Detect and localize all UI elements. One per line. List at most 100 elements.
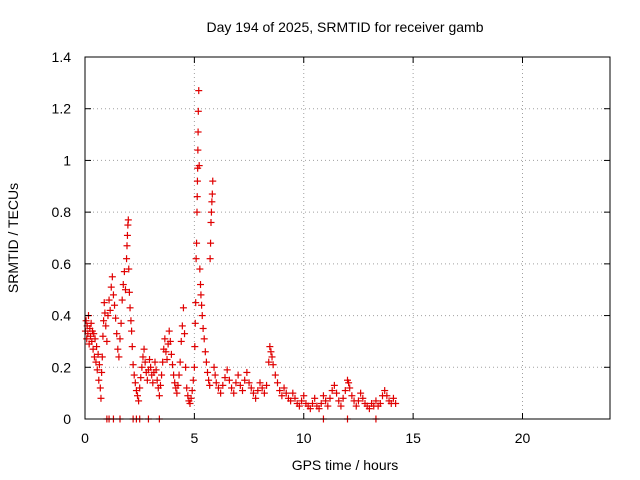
data-point [383,392,391,400]
plot-frame [84,56,611,420]
data-point [254,387,262,395]
data-point [119,281,127,289]
data-point [176,358,184,366]
data-point [223,366,231,374]
data-point [376,399,384,407]
data-point [269,361,277,369]
data-point [175,371,183,379]
x-axis-label: GPS time / hours [292,457,399,473]
data-point [125,288,133,296]
data-point [124,216,132,224]
data-point [337,402,345,410]
data-point [146,356,154,364]
data-point [153,376,161,384]
data-point [194,128,202,136]
data-point [195,87,203,95]
data-point [341,387,349,395]
data-point [188,387,196,395]
data-point [191,319,199,327]
data-point [234,371,242,379]
data-point [228,384,236,392]
chart-title: Day 194 of 2025, SRMTID for receiver gam… [206,19,483,35]
x-tick-label: 20 [515,430,531,446]
y-tick-label: 0.4 [52,308,72,324]
data-point [91,335,99,343]
data-point [187,394,195,402]
data-point [274,379,281,387]
data-point [161,335,169,343]
y-axis: 0 0.2 0.4 0.6 0.8 1 1.2 1.4 [52,49,610,427]
data-point [90,330,98,338]
data-point [166,337,174,345]
data-point [357,389,365,397]
x-tick-label: 0 [81,430,89,446]
data-point [193,208,201,216]
data-point [298,397,306,405]
data-point [182,363,190,371]
data-point [152,366,160,374]
data-point [98,353,106,361]
data-point [212,379,220,387]
data-point [99,332,107,340]
y-tick-label: 0.8 [52,204,72,220]
data-point [139,353,147,361]
data-point [113,330,121,338]
data-point [195,162,203,170]
x-axis: 0 5 10 15 20 [81,57,530,446]
data-point [207,239,215,247]
data-point [138,363,146,371]
data-point [112,314,120,322]
data-point [354,397,362,405]
data-point [236,381,244,389]
data-point [177,337,185,345]
data-point [206,255,214,263]
data-point [169,361,176,369]
data-point [208,190,216,198]
data-point [105,296,113,304]
data-point [128,327,136,335]
data-point [109,291,117,299]
grid [85,57,610,419]
data-point [317,399,325,407]
data-point [191,343,199,351]
data-point [309,399,316,407]
data-point [260,389,268,397]
data-point [306,405,314,413]
data-point [156,381,164,389]
data-point [117,319,125,327]
data-point [181,330,189,338]
data-point [163,356,171,364]
data-point [83,335,91,343]
data-point [389,394,397,402]
data-point [206,381,214,389]
data-point [193,239,201,247]
data-point [129,361,137,369]
data-point [159,358,167,366]
data-point [143,376,151,384]
data-point [82,317,90,325]
data-point [197,281,204,289]
data-point [136,384,144,392]
data-point [96,384,104,392]
data-point [134,392,141,400]
data-point [300,392,308,400]
y-axis-label: SRMTID / TECUs [5,183,21,293]
data-point [130,371,138,379]
data-point [319,392,327,400]
data-point [287,397,295,405]
data-point [95,361,103,369]
data-point [372,397,380,405]
data-point [98,368,106,376]
data-point [189,376,197,384]
data-point [107,283,115,291]
data-point [103,337,111,345]
data-point [137,374,145,382]
data-point [348,392,356,400]
data-point [258,384,266,392]
data-point [178,322,186,330]
data-point [186,399,194,407]
data-point [295,402,303,410]
data-point [151,358,159,366]
data-points [81,87,400,423]
data-point [266,343,274,351]
